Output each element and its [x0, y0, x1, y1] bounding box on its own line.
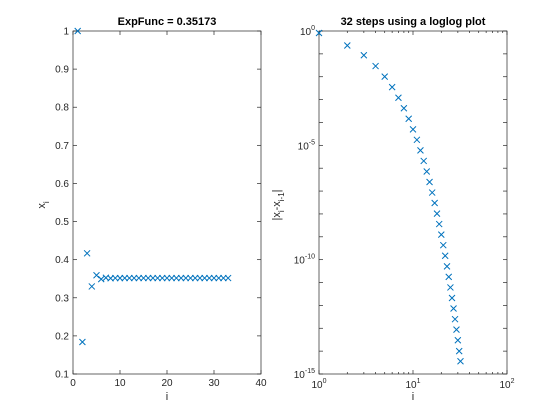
right-data-point: [361, 52, 367, 58]
left-chart-title: ExpFunc = 0.35173: [118, 16, 217, 28]
right-data-point: [401, 105, 407, 111]
right-x-tick-label: 100: [311, 378, 326, 391]
right-chart: 32 steps using a loglog plot 100 101 102 10…: [271, 16, 515, 403]
right-x-tick-label: 101: [405, 378, 420, 391]
right-data-point: [456, 348, 462, 354]
right-data-point: [414, 137, 420, 143]
left-axes-box: [73, 31, 261, 374]
right-data-point: [455, 337, 461, 343]
right-data-point: [344, 42, 350, 48]
left-y-tick-label: 1: [63, 27, 69, 38]
left-data-point: [94, 272, 100, 278]
right-data-point: [410, 126, 416, 132]
left-x-tick-label: 0: [70, 378, 76, 389]
right-data-point: [449, 295, 455, 301]
right-x-tick-label: 102: [499, 378, 514, 391]
right-data-point: [421, 158, 427, 164]
left-plot-area: 0 10 20 30 40 0.1 0.2 0.3 0.4 0.5 0.6 0.7 0.8 0.9 1: [55, 27, 267, 390]
left-data-point: [225, 275, 231, 281]
right-data-point: [447, 284, 453, 290]
right-data-point: [444, 263, 450, 269]
left-y-axis-label: xi: [36, 201, 51, 209]
right-x-axis-label: i: [412, 391, 414, 403]
left-y-tick-label: 0.6: [55, 179, 69, 190]
right-data-point: [424, 168, 430, 174]
right-axes-box: [319, 31, 507, 374]
right-y-axis-label: |xi-xi-1|: [271, 189, 286, 220]
left-y-tick-label: 0.5: [55, 217, 69, 228]
right-data-point: [382, 74, 388, 80]
right-data-point: [432, 200, 438, 206]
right-data-point: [434, 211, 440, 217]
left-data-point: [79, 339, 85, 345]
left-x-tick-label: 30: [208, 378, 220, 389]
right-data-point: [417, 147, 423, 153]
right-data-point: [453, 327, 459, 333]
right-data-point: [389, 84, 395, 90]
left-y-label-sub: i: [42, 201, 51, 203]
left-data-point: [89, 283, 95, 289]
right-y-tick-label: 10-5: [298, 139, 315, 152]
right-data-point: [451, 306, 457, 312]
left-y-tick-label: 0.2: [55, 331, 69, 342]
left-x-tick-label: 20: [161, 378, 173, 389]
left-x-tick-label: 40: [255, 378, 267, 389]
right-data-point: [442, 253, 448, 259]
left-y-tick-label: 0.4: [55, 255, 69, 266]
left-y-tick-label: 0.8: [55, 103, 69, 114]
right-y-tick-label: 100: [300, 25, 315, 38]
right-data-point: [446, 274, 452, 280]
right-data-point: [406, 116, 412, 122]
left-y-tick-label: 0.7: [55, 141, 69, 152]
right-data-point: [457, 358, 463, 364]
left-x-tick-label: 10: [114, 378, 126, 389]
right-data-point: [438, 232, 444, 238]
left-y-tick-label: 0.9: [55, 65, 69, 76]
right-data-point: [436, 221, 442, 227]
left-data-point: [98, 276, 104, 282]
left-x-axis-label: i: [166, 391, 168, 403]
right-data-point: [373, 63, 379, 69]
right-data-point: [440, 242, 446, 248]
right-data-point: [427, 179, 433, 185]
right-data-point: [395, 95, 401, 101]
right-y-label-end: |: [271, 189, 283, 192]
left-y-tick-label: 0.3: [55, 293, 69, 304]
left-chart: ExpFunc = 0.35173 0 10 20 30 400.10.20.30.40…: [36, 16, 267, 403]
right-y-tick-label: 10-10: [294, 254, 315, 267]
left-data-point: [84, 250, 90, 256]
left-y-tick-label: 0.1: [55, 370, 69, 381]
right-data-point: [452, 316, 458, 322]
right-data-point: [429, 190, 435, 196]
right-chart-title: 32 steps using a loglog plot: [341, 16, 486, 28]
